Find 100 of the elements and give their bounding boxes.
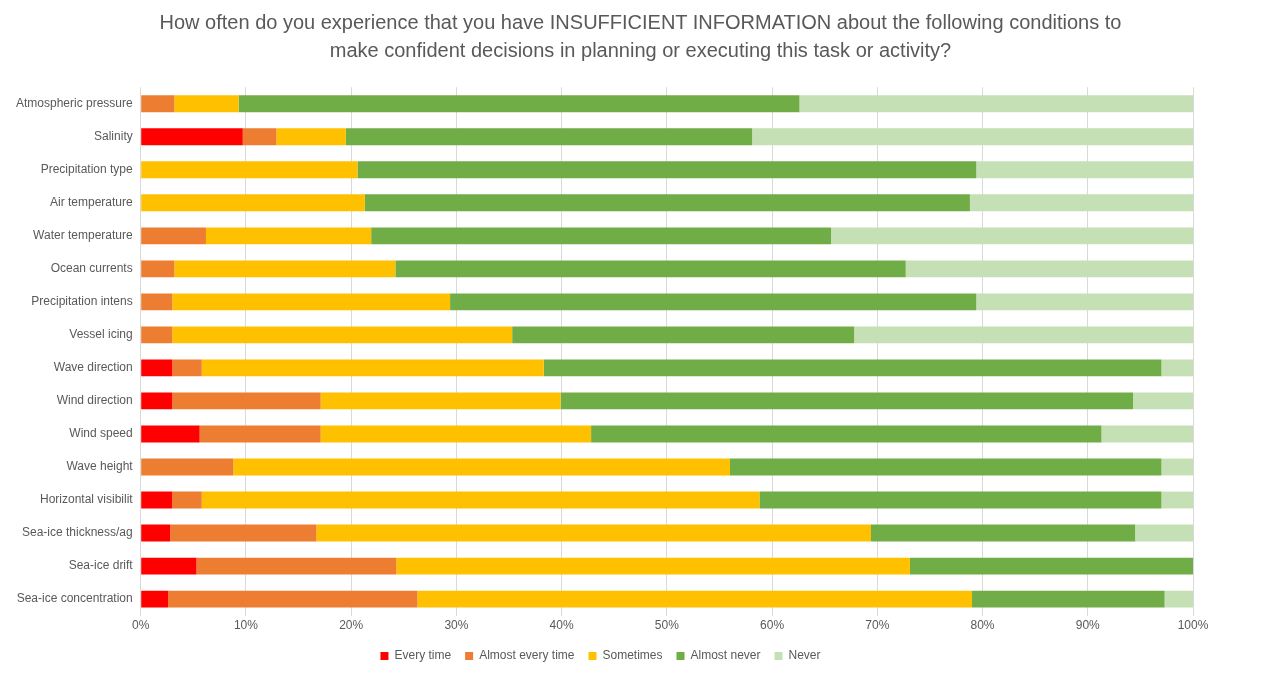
bar xyxy=(141,359,173,377)
y-tick-label: Water temperature xyxy=(33,228,134,243)
bar xyxy=(1164,590,1193,608)
bar xyxy=(141,161,358,179)
y-tick-label: Air temperature xyxy=(50,195,134,210)
y-tick-label: Wind speed xyxy=(69,426,133,441)
x-tick-label: 100% xyxy=(1177,618,1209,633)
x-tick-label: 0% xyxy=(132,618,150,633)
x-tick-label: 20% xyxy=(339,618,364,633)
bar xyxy=(905,260,1193,278)
bar xyxy=(141,95,175,113)
bar xyxy=(141,260,175,278)
y-tick-label: Wave height xyxy=(66,459,134,474)
bar xyxy=(320,392,561,410)
bar xyxy=(141,194,365,212)
bar xyxy=(199,425,321,443)
bar xyxy=(1135,524,1193,542)
bar xyxy=(543,359,1162,377)
bar xyxy=(1161,491,1193,509)
bar xyxy=(729,458,1162,476)
bar xyxy=(345,128,753,146)
x-tick-label: 80% xyxy=(970,618,995,633)
bar xyxy=(141,491,173,509)
bar xyxy=(909,557,1193,575)
bar xyxy=(141,293,173,311)
bar xyxy=(396,557,910,575)
bar xyxy=(168,590,418,608)
bar xyxy=(141,557,197,575)
y-tick-label: Atmospheric pressure xyxy=(15,96,134,111)
bar xyxy=(1133,392,1193,410)
bar xyxy=(976,293,1193,311)
bar xyxy=(172,392,321,410)
y-tick-label: Precipitation intens xyxy=(31,294,133,309)
chart-title: How often do you experience that you have INSUFFICIENT INFORMATION about the following conditions to make confident decisions in planning or executing this task or activity? xyxy=(158,10,1123,63)
bar xyxy=(141,425,200,443)
bar xyxy=(201,491,760,509)
bar xyxy=(972,590,1165,608)
bar xyxy=(969,194,1193,212)
x-tick-label: 60% xyxy=(760,618,785,633)
bar xyxy=(141,458,234,476)
bar xyxy=(799,95,1193,113)
legend-label: Never xyxy=(788,648,821,663)
bar xyxy=(276,128,346,146)
bar xyxy=(174,95,239,113)
bar xyxy=(172,359,202,377)
x-tick-label: 70% xyxy=(865,618,890,633)
legend-label: Almost never xyxy=(690,648,761,663)
bar xyxy=(371,227,832,245)
bar xyxy=(233,458,730,476)
bar xyxy=(141,524,171,542)
bar xyxy=(172,326,513,344)
bar xyxy=(141,326,173,344)
bar xyxy=(170,524,317,542)
bar xyxy=(242,128,277,146)
bar xyxy=(976,161,1193,179)
bar xyxy=(395,260,906,278)
bar xyxy=(320,425,592,443)
bar xyxy=(141,392,173,410)
x-tick-label: 30% xyxy=(444,618,469,633)
bar xyxy=(141,128,243,146)
bar xyxy=(1101,425,1193,443)
y-tick-label: Horizontal visibilit xyxy=(40,492,134,507)
y-tick-label: Ocean currents xyxy=(50,261,133,276)
bar xyxy=(196,557,397,575)
bar xyxy=(174,260,396,278)
bar xyxy=(417,590,973,608)
bar xyxy=(759,491,1162,509)
bar xyxy=(357,161,977,179)
bar xyxy=(1161,458,1193,476)
x-tick-label: 90% xyxy=(1075,618,1101,633)
y-tick-label: Sea-ice concentration xyxy=(16,591,133,606)
y-tick-label: Sea-ice thickness/ag xyxy=(21,525,133,540)
y-tick-label: Wind direction xyxy=(56,393,133,408)
bar xyxy=(752,128,1193,146)
bar xyxy=(201,359,544,377)
bar xyxy=(512,326,855,344)
y-tick-label: Sea-ice drift xyxy=(68,558,134,573)
legend-label: Sometimes xyxy=(602,648,663,663)
legend-label: Every time xyxy=(394,648,452,663)
bar xyxy=(871,524,1136,542)
legend-label: Almost every time xyxy=(479,648,575,663)
x-tick-label: 40% xyxy=(549,618,574,633)
y-tick-label: Wave direction xyxy=(53,360,133,375)
bar xyxy=(316,524,871,542)
bar xyxy=(854,326,1193,344)
bar xyxy=(364,194,970,212)
bar xyxy=(172,491,202,509)
x-tick-label: 50% xyxy=(654,618,680,633)
y-tick-label: Salinity xyxy=(94,129,133,144)
y-tick-label: Vessel icing xyxy=(69,327,133,342)
bar xyxy=(560,392,1134,410)
bar xyxy=(1161,359,1193,377)
bar xyxy=(450,293,977,311)
y-tick-label: Precipitation type xyxy=(40,162,134,177)
bar xyxy=(141,590,169,608)
bar xyxy=(205,227,372,245)
bar xyxy=(172,293,451,311)
bar xyxy=(831,227,1193,245)
bar xyxy=(141,227,206,245)
x-tick-label: 10% xyxy=(233,618,259,633)
